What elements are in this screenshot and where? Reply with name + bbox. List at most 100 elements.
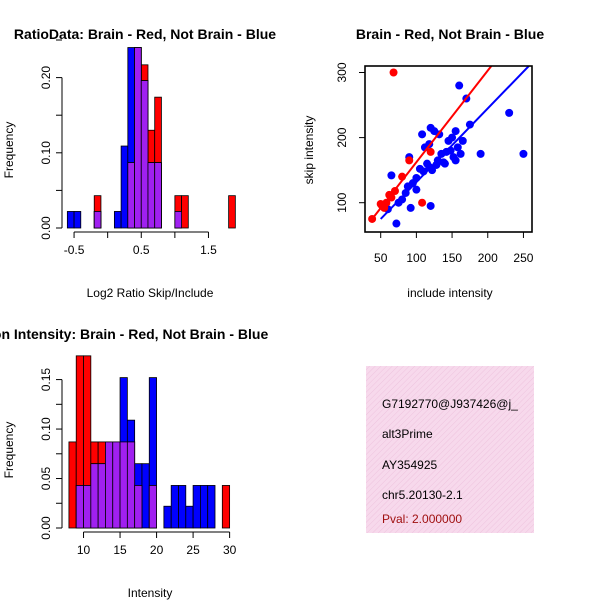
exon-blue-bar [185, 505, 194, 529]
exon-y-tick-label: 0.10 [39, 417, 53, 441]
exon-blue-bar [178, 485, 187, 529]
exon-overlap-bar [90, 463, 99, 529]
exon-overlap-bar [97, 463, 106, 529]
exon-red-bar [221, 485, 231, 529]
exon-x-tick-label: 15 [113, 543, 127, 557]
exon-x-tick-label: 25 [186, 543, 200, 557]
exon-y-tick-label: 0.00 [39, 516, 53, 540]
scatter-point-not-brain [456, 149, 465, 158]
exon-overlap-bar [126, 441, 136, 529]
scatter-xlabel: include intensity [407, 286, 492, 300]
exon-x-tick-label: 10 [77, 543, 91, 557]
scatter-y-tick-label: 300 [335, 62, 349, 82]
ratio-histogram-bars [66, 47, 236, 229]
scatter-x-tick-label: 50 [374, 251, 388, 265]
ratio-y-tick-label: 0.10 [39, 141, 53, 165]
ratio-overlap-bar [174, 211, 182, 229]
exon-histogram-axes: 10 15 20 25 30 0.00 0.05 0.10 0.15 [39, 368, 237, 557]
scatter-point-brain [389, 68, 398, 77]
ratio-histogram-axes: -0.5 0.5 1.5 0.00 0.10 0.20 [39, 39, 217, 257]
exon-overlap-bar [119, 441, 128, 529]
exon-blue-bar [199, 485, 209, 529]
info-location: chr5.20130-2.1 [382, 488, 463, 502]
ratio-y-tick-label: 0.00 [39, 216, 53, 240]
ratio-x-tick-label: -0.5 [64, 243, 85, 257]
scatter-point-not-brain [440, 159, 449, 168]
scatter-point-brain [418, 198, 427, 207]
scatter-point-not-brain [519, 149, 528, 158]
ratio-x-tick-label: 1.5 [200, 243, 217, 257]
ratio-blue-bar [120, 145, 129, 229]
scatter-point-not-brain [418, 130, 427, 139]
exon-overlap-bar [134, 485, 143, 529]
scatter-point-not-brain [398, 195, 407, 204]
ratio-blue-bar [66, 211, 75, 229]
exon-blue-bar [141, 463, 150, 529]
ratio-overlap-bar [154, 162, 162, 229]
info-accession: AY354925 [382, 458, 437, 472]
exon-blue-bar [207, 485, 216, 529]
scatter-axes: 50 100 150 200 250 100 200 300 [335, 62, 534, 265]
exon-x-tick-label: 20 [150, 543, 164, 557]
scatter-plot-area [368, 66, 531, 228]
scatter-point-not-brain [451, 156, 460, 165]
ratio-histogram-panel: RatioData: Brain - Red, Not Brain - Blue… [2, 26, 276, 300]
scatter-point-not-brain [476, 149, 485, 158]
ratio-blue-bar [113, 211, 122, 229]
exon-x-tick-label: 30 [223, 543, 237, 557]
ratio-red-bar [181, 195, 189, 229]
scatter-point-not-brain [458, 136, 467, 145]
ratio-histogram-xlabel: Log2 Ratio Skip/Include [87, 286, 214, 300]
scatter-y-tick-label: 100 [335, 192, 349, 212]
scatter-fit-line-not-brain [379, 66, 531, 220]
scatter-x-tick-label: 200 [478, 251, 498, 265]
exon-histogram-xlabel: Intensity [128, 586, 173, 600]
info-probe-id: G7192770@J937426@j_ [382, 397, 518, 411]
exon-blue-bar [192, 485, 201, 529]
scatter-x-tick-label: 250 [513, 251, 533, 265]
scatter-point-not-brain [392, 219, 401, 228]
ratio-x-tick-label: 0.5 [133, 243, 150, 257]
scatter-point-not-brain [448, 133, 457, 142]
ratio-histogram-title: RatioData: Brain - Red, Not Brain - Blue [14, 26, 276, 42]
info-pval: Pval: 2.000000 [382, 512, 462, 526]
scatter-title: Brain - Red, Not Brain - Blue [356, 26, 544, 42]
scatter-point-not-brain [406, 203, 415, 212]
ratio-overlap-bar [147, 162, 156, 229]
scatter-x-tick-label: 100 [406, 251, 426, 265]
exon-overlap-bar [75, 485, 84, 529]
scatter-point-not-brain [426, 201, 435, 210]
exon-y-tick-label: 0.15 [39, 368, 53, 392]
scatter-plot-box [364, 65, 533, 233]
exon-blue-bar [163, 505, 172, 529]
ratio-y-tick-label: 0.20 [39, 66, 53, 90]
scatter-point-not-brain [455, 81, 464, 90]
scatter-point-not-brain [412, 185, 421, 194]
scatter-point-brain [405, 156, 414, 165]
scatter-ylabel: skip intensity [302, 116, 316, 185]
exon-red-bar [68, 441, 77, 529]
scatter-point-not-brain [465, 120, 474, 129]
scatter-fit-line-brain [371, 66, 493, 220]
exon-overlap-bar [105, 441, 114, 529]
info-event-type: alt3Prime [382, 427, 433, 441]
exon-blue-bar [170, 485, 179, 529]
scatter-marks [368, 66, 531, 228]
exon-overlap-bar [112, 441, 121, 529]
ratio-overlap-bar [127, 162, 135, 229]
scatter-x-tick-label: 150 [442, 251, 462, 265]
ratio-histogram-ylabel: Frequency [2, 122, 16, 179]
scatter-point-not-brain [505, 108, 514, 117]
ratio-overlap-bar [93, 211, 102, 229]
exon-overlap-bar [148, 485, 157, 529]
exon-histogram-ylabel: Frequency [2, 422, 16, 479]
ratio-overlap-bar [134, 47, 142, 229]
ratio-overlap-bar [140, 80, 149, 229]
info-panel: G7192770@J937426@j_ alt3Prime AY354925 c… [366, 366, 534, 533]
exon-y-tick-label: 0.05 [39, 467, 53, 491]
scatter-point-not-brain [451, 127, 460, 136]
exon-intensity-histogram-panel: Exon Intensity: Brain - Red, Not Brain -… [0, 326, 268, 600]
exon-histogram-bars [68, 355, 231, 529]
scatter-point-not-brain [387, 171, 396, 180]
